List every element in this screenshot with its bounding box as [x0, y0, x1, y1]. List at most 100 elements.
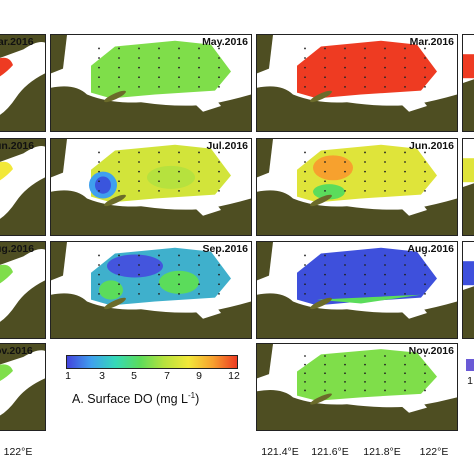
- sampling-station: [198, 292, 200, 295]
- sampling-station: [384, 273, 386, 276]
- land-mass-west: [257, 35, 273, 74]
- do-mid-zone: [147, 165, 195, 189]
- land-mass-west: [257, 344, 273, 379]
- sampling-station: [384, 85, 386, 88]
- colorbar-tick: 9: [196, 370, 202, 382]
- sampling-station: [218, 66, 220, 69]
- sampling-station: [158, 85, 160, 88]
- sampling-station: [424, 85, 426, 88]
- map-panel-r3c2: Sep.2016: [50, 241, 252, 339]
- sea-area: [0, 146, 45, 219]
- sampling-station: [384, 380, 386, 383]
- sampling-station: [218, 85, 220, 88]
- map-panel-r1c2: May.2016: [50, 34, 252, 132]
- coast-inlet: [195, 202, 221, 216]
- coast-inlet: [195, 305, 221, 319]
- do-mid-zone: [317, 294, 421, 304]
- sampling-station: [178, 170, 180, 173]
- sampling-station: [304, 161, 306, 163]
- sampling-station: [118, 283, 120, 286]
- sampling-station: [218, 76, 220, 79]
- sampling-station: [158, 161, 160, 163]
- sampling-station: [118, 180, 120, 183]
- sampling-station: [304, 273, 306, 276]
- sampling-station: [344, 85, 346, 88]
- sampling-station: [384, 66, 386, 69]
- sampling-station: [384, 47, 386, 50]
- land-mass: [0, 73, 45, 131]
- sampling-station: [364, 254, 366, 257]
- sampling-station: [118, 264, 120, 266]
- sampling-station: [138, 273, 140, 276]
- sampling-station: [98, 170, 100, 173]
- do-field: [463, 54, 474, 79]
- sampling-station: [138, 170, 140, 173]
- do-mid-zone: [313, 184, 345, 200]
- sampling-station: [424, 57, 426, 59]
- panel-label: un.2016: [0, 140, 35, 152]
- coast-inlet: [401, 98, 427, 112]
- sampling-station: [198, 264, 200, 266]
- sampling-station: [384, 161, 386, 163]
- sampling-station: [138, 85, 140, 88]
- sampling-station: [384, 363, 386, 366]
- sampling-station: [364, 355, 366, 357]
- sampling-station: [364, 264, 366, 266]
- sampling-station: [138, 76, 140, 79]
- sampling-station: [218, 273, 220, 276]
- sampling-station: [324, 76, 326, 79]
- sampling-station: [344, 161, 346, 163]
- do-field: [297, 349, 437, 401]
- sampling-station: [424, 66, 426, 69]
- panel-label: Mar.2016: [409, 36, 454, 48]
- panel-label: Sep.2016: [202, 243, 248, 255]
- sampling-station: [424, 151, 426, 154]
- land-mass: [463, 183, 474, 235]
- sampling-station: [138, 151, 140, 154]
- sampling-station: [138, 254, 140, 257]
- sampling-station: [178, 292, 180, 295]
- sampling-station: [324, 57, 326, 59]
- sampling-station: [98, 151, 100, 154]
- sampling-station: [324, 170, 326, 173]
- axis-label: 121.4°E: [261, 446, 299, 458]
- sampling-station: [324, 85, 326, 88]
- sampling-station: [404, 170, 406, 173]
- shoal-island: [310, 297, 332, 310]
- sampling-station: [158, 189, 160, 192]
- sampling-station: [404, 254, 406, 257]
- map-panel-r1c3: Mar.2016: [256, 34, 458, 132]
- shoal-island: [104, 90, 126, 103]
- map-panel-r3c1: ug.2016: [0, 241, 46, 339]
- sampling-station: [404, 189, 406, 192]
- map-panel-r2c4: [462, 138, 474, 236]
- sampling-station: [158, 283, 160, 286]
- sampling-station: [198, 180, 200, 183]
- sampling-station: [344, 76, 346, 79]
- sampling-station: [98, 292, 100, 295]
- sampling-station: [118, 189, 120, 192]
- sampling-station: [344, 47, 346, 50]
- map-panel-r1c1: lar.2016: [0, 34, 46, 132]
- sampling-station: [158, 47, 160, 50]
- sampling-station: [384, 189, 386, 192]
- land-mass: [463, 79, 474, 131]
- land-mass: [0, 280, 45, 338]
- panel-label: Aug.2016: [407, 243, 454, 255]
- sampling-station: [178, 273, 180, 276]
- sampling-station: [384, 389, 386, 392]
- sampling-station: [304, 372, 306, 375]
- coast-inlet: [401, 202, 427, 216]
- map-panel-r1c4: [462, 34, 474, 132]
- sampling-station: [364, 151, 366, 154]
- sampling-station: [404, 76, 406, 79]
- sampling-station: [98, 161, 100, 163]
- panel-label: Jul.2016: [206, 140, 248, 152]
- sampling-station: [118, 170, 120, 173]
- colorbar-tick: 1: [65, 370, 71, 382]
- land-mass-south: [51, 293, 251, 338]
- sampling-station: [404, 273, 406, 276]
- land-mass: [0, 177, 45, 235]
- sampling-station: [324, 151, 326, 154]
- sampling-station: [198, 85, 200, 88]
